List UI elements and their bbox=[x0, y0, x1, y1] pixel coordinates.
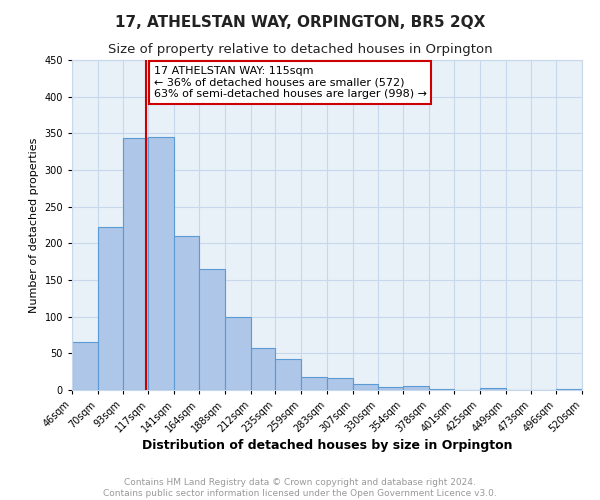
Bar bbox=[72, 342, 98, 390]
Text: 17 ATHELSTAN WAY: 115sqm
← 36% of detached houses are smaller (572)
63% of semi-: 17 ATHELSTAN WAY: 115sqm ← 36% of detach… bbox=[154, 66, 427, 99]
Bar bbox=[251, 348, 275, 390]
Bar bbox=[429, 388, 454, 390]
Bar bbox=[327, 378, 353, 390]
Text: Size of property relative to detached houses in Orpington: Size of property relative to detached ho… bbox=[107, 42, 493, 56]
Bar bbox=[377, 387, 403, 390]
Bar bbox=[556, 388, 582, 390]
Text: Contains HM Land Registry data © Crown copyright and database right 2024.
Contai: Contains HM Land Registry data © Crown c… bbox=[103, 478, 497, 498]
Bar bbox=[148, 137, 174, 390]
Bar bbox=[301, 377, 327, 390]
Bar bbox=[353, 384, 377, 390]
Bar bbox=[98, 227, 122, 390]
X-axis label: Distribution of detached houses by size in Orpington: Distribution of detached houses by size … bbox=[142, 440, 512, 452]
Bar bbox=[225, 318, 251, 390]
Bar bbox=[480, 388, 506, 390]
Bar bbox=[403, 386, 429, 390]
Bar bbox=[174, 236, 199, 390]
Bar bbox=[122, 138, 148, 390]
Text: 17, ATHELSTAN WAY, ORPINGTON, BR5 2QX: 17, ATHELSTAN WAY, ORPINGTON, BR5 2QX bbox=[115, 15, 485, 30]
Y-axis label: Number of detached properties: Number of detached properties bbox=[29, 138, 39, 312]
Bar bbox=[199, 269, 225, 390]
Bar bbox=[275, 359, 301, 390]
